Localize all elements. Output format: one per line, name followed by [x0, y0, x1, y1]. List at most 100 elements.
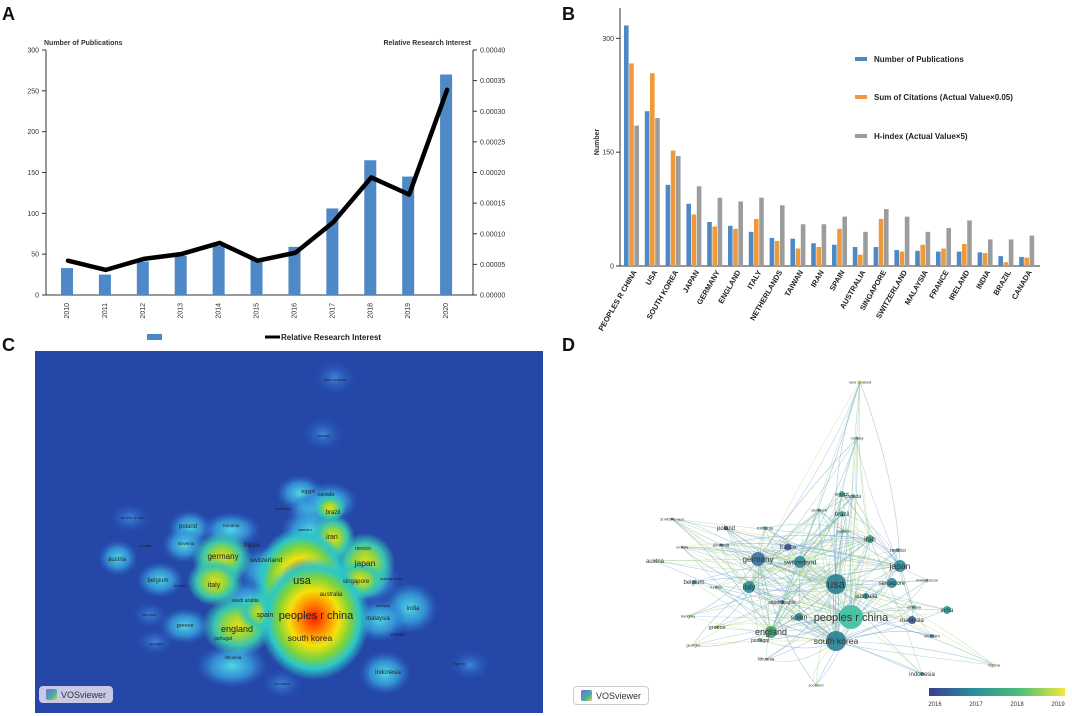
chart-a-xtick-label: 2020: [443, 303, 450, 319]
network-country-label: germany: [742, 555, 773, 564]
chart-b-xtick-label: TAIWAN: [783, 269, 805, 299]
density-blob: [313, 360, 357, 396]
chart-a-y2tick-label: 0.00020: [480, 170, 505, 177]
network-node: [826, 631, 846, 651]
chart-b-bar: [733, 228, 738, 266]
chart-b-bar: [816, 247, 821, 266]
network-country-label: norway: [851, 435, 864, 440]
colorbar-tick-label: 2018: [1010, 702, 1024, 708]
network-edge: [681, 546, 837, 585]
chart-b-bar: [837, 228, 842, 266]
density-country-label: madagascar: [380, 576, 403, 581]
network-country-label: austria: [646, 559, 665, 565]
network-country-label: australia: [855, 594, 878, 600]
chart-b-bar: [811, 243, 816, 266]
chart-a-xtick-label: 2010: [64, 303, 71, 319]
network-node: [686, 614, 690, 618]
network-node: [780, 600, 784, 604]
network-node: [908, 616, 916, 624]
network-edge: [687, 583, 837, 617]
network-edge: [770, 509, 820, 633]
chart-b-bar: [691, 214, 697, 266]
chart-b-ylabel: Number: [594, 129, 601, 156]
density-country-label: saudi arabia: [231, 598, 258, 604]
density-blob: [314, 494, 346, 522]
network-edge: [815, 583, 837, 686]
chart-a-bar: [402, 176, 415, 295]
chart-b-bar: [1029, 235, 1035, 266]
chart-a-y2label: Relative Research Interest: [383, 40, 471, 47]
network-node: [839, 491, 845, 497]
chart-b-bar: [941, 248, 946, 266]
density-country-label: vietnam: [390, 632, 406, 637]
network-edge: [654, 558, 759, 562]
chart-b-bar: [998, 256, 1003, 266]
network-edge: [716, 538, 871, 628]
network-node: [714, 585, 718, 589]
density-country-label: tunisia: [174, 583, 186, 588]
network-node: [887, 578, 897, 588]
network-edge: [687, 565, 901, 617]
network-edge: [869, 538, 923, 675]
network-edge: [787, 538, 871, 548]
density-country-label: mexico: [355, 546, 371, 552]
network-country-label: tunisia: [710, 584, 722, 589]
panel-label-a: A: [2, 4, 15, 24]
network-edge: [799, 509, 820, 563]
chart-a-xtick-label: 2014: [216, 303, 223, 319]
density-country-label: denmark: [275, 506, 291, 511]
density-blobs: [98, 360, 492, 700]
chart-a-series-line: [65, 87, 450, 273]
density-country-label: croatia: [139, 543, 152, 548]
chart-b-xtick-label: CANADA: [1010, 268, 1034, 301]
density-country-label: england: [221, 624, 253, 634]
network-country-label: madagascar: [916, 577, 939, 582]
chart-a-xtick-label: 2016: [291, 303, 298, 319]
network-edge: [748, 509, 820, 588]
legend-line-label: Relative Research Interest: [281, 333, 381, 342]
chart-a-bars: 2010 2011 2012 2013 2014 2015 2016 2017 2018 2019…: [61, 74, 453, 319]
chart-b-bar: [670, 150, 676, 266]
network-edge: [835, 583, 933, 637]
colorbar-gradient: [929, 688, 1065, 696]
vosviewer-brand-text: VOSviewer: [596, 690, 642, 701]
network-edge: [720, 544, 837, 642]
network-node: [784, 543, 792, 551]
network-node: [894, 560, 906, 572]
density-country-label: australia: [320, 592, 343, 598]
density-country-label: canada: [318, 492, 335, 498]
network-node: [795, 613, 803, 621]
network-edge: [748, 549, 899, 588]
network-edge: [781, 538, 871, 603]
colorbar-tick-label: 2019: [1051, 702, 1065, 708]
chart-a-bar: [364, 160, 377, 295]
network-country-label: romania: [757, 526, 774, 531]
network-edge: [765, 616, 852, 660]
chart-b-legend-label: H-index (Actual Value×5): [874, 132, 968, 141]
chart-a-y2tick-label: 0.00010: [480, 231, 505, 238]
density-country-label: hungary: [142, 612, 156, 617]
density-country-label: ethiopia: [376, 603, 391, 608]
chart-b-bar: [962, 243, 967, 266]
chart-b-bar: [748, 231, 754, 266]
network-edge: [841, 493, 901, 567]
chart-b-xtick-label: BRAZIL: [991, 268, 1013, 297]
network-node: [920, 672, 924, 676]
network-edge: [681, 546, 852, 618]
chart-b-bar: [858, 254, 863, 266]
network-edge: [757, 437, 858, 560]
chart-b-bar: [936, 251, 941, 266]
chart-a-bar: [98, 274, 111, 295]
panel-label-d: D: [562, 335, 575, 355]
chart-b-bar: [925, 231, 931, 266]
vosviewer-badge-network: VOSviewer: [573, 686, 650, 705]
network-edge: [835, 583, 948, 611]
density-country-label: spain: [257, 612, 274, 619]
chart-b-legend-swatch: [855, 57, 867, 61]
network-country-label: vietnam: [924, 634, 940, 639]
chart-b-bar: [728, 225, 733, 266]
network-edge: [799, 381, 861, 563]
chart-a-bar: [174, 255, 187, 295]
